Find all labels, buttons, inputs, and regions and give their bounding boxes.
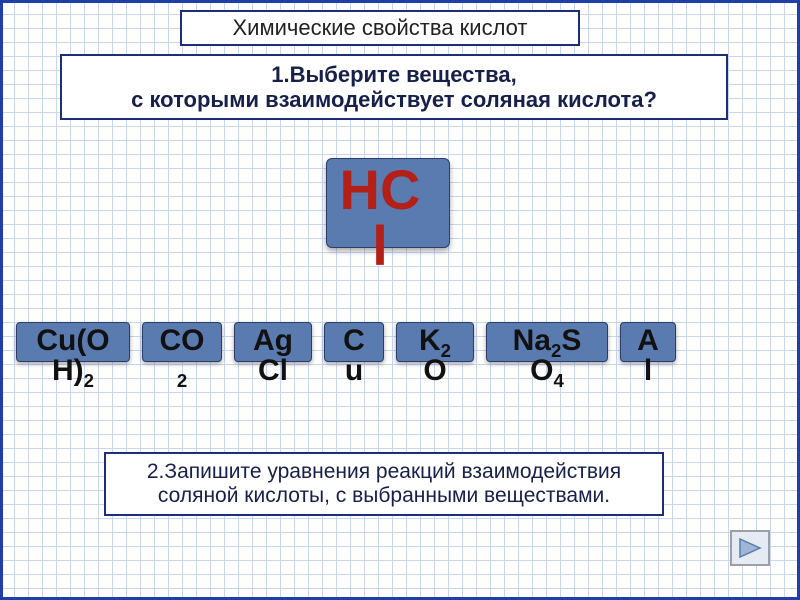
question-2-box: 2.Запишите уравнения реакций взаимодейст… bbox=[104, 452, 664, 516]
question-1-box: 1.Выберите вещества, с которыми взаимоде… bbox=[60, 54, 728, 120]
tile-cuoh2[interactable] bbox=[16, 322, 130, 362]
center-formula-card bbox=[326, 158, 450, 248]
tile-k2o[interactable] bbox=[396, 322, 474, 362]
question-2-line2: соляной кислоты, с выбранными веществами… bbox=[158, 484, 610, 508]
content-layer: Химические свойства кислот 1.Выберите ве… bbox=[0, 0, 800, 600]
title-box: Химические свойства кислот bbox=[180, 10, 580, 46]
tile-co2[interactable] bbox=[142, 322, 222, 362]
play-icon bbox=[737, 537, 763, 559]
tile-na2so4[interactable] bbox=[486, 322, 608, 362]
tile-agcl[interactable] bbox=[234, 322, 312, 362]
tile-al[interactable] bbox=[620, 322, 676, 362]
question-1-line2: с которыми взаимодействует соляная кисло… bbox=[131, 87, 657, 112]
next-button[interactable] bbox=[730, 530, 770, 566]
question-2-line1: 2.Запишите уравнения реакций взаимодейст… bbox=[147, 460, 621, 484]
tile-cu[interactable] bbox=[324, 322, 384, 362]
question-1-line1: 1.Выберите вещества, bbox=[271, 62, 517, 87]
title-text: Химические свойства кислот bbox=[233, 15, 528, 40]
